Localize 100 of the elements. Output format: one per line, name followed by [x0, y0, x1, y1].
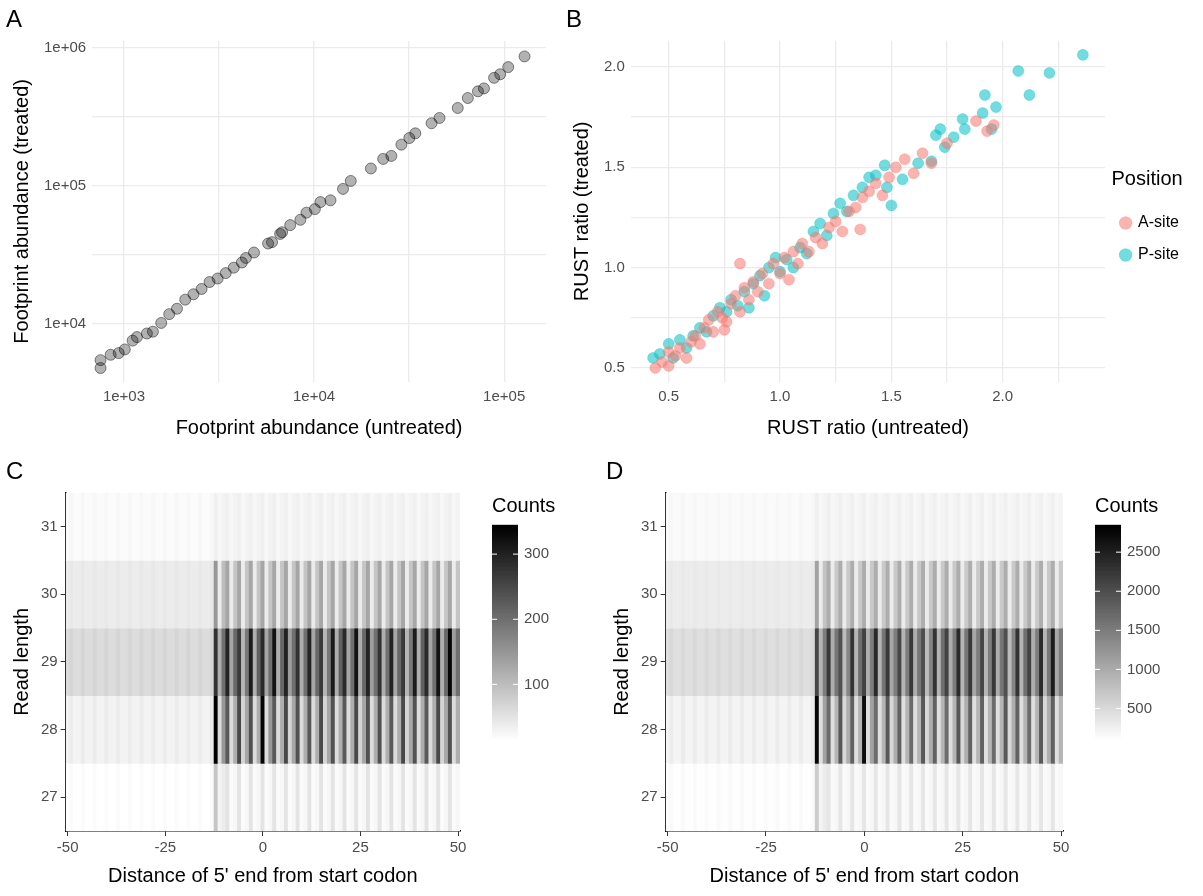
y-tick-label: 1.0	[603, 257, 625, 275]
y-tick-label: 27	[41, 787, 58, 805]
x-axis-title: Distance of 5' end from start codon	[108, 863, 418, 886]
legend-label: A-site	[1138, 213, 1180, 231]
y-tick-label: 2.0	[603, 57, 625, 75]
x-tick-label: -50	[56, 838, 79, 856]
point	[849, 201, 862, 214]
point	[1012, 64, 1025, 77]
point	[916, 147, 929, 160]
point	[834, 197, 847, 210]
point	[791, 257, 804, 270]
y-tick-label: 1.5	[603, 157, 625, 175]
point	[836, 225, 849, 238]
point	[956, 113, 969, 126]
point	[978, 88, 991, 101]
color-bar-label: 300	[524, 544, 550, 562]
point	[854, 223, 867, 236]
point	[976, 107, 989, 120]
point	[829, 215, 842, 228]
y-tick-label: 28	[641, 719, 658, 737]
point	[787, 245, 800, 258]
y-axis-title: Read length	[9, 607, 32, 716]
x-tick-label: 25	[352, 838, 369, 856]
legend-title: Position	[1111, 166, 1183, 189]
color-bar-label: 500	[1127, 698, 1153, 716]
point	[876, 189, 889, 202]
point	[767, 257, 780, 270]
point	[869, 177, 882, 190]
point	[969, 115, 982, 128]
y-tick-label: 30	[641, 584, 658, 602]
color-bar-label: 2000	[1127, 581, 1161, 599]
point	[896, 173, 909, 186]
y-tick-label: 27	[641, 787, 658, 805]
color-bar-label: 1500	[1127, 620, 1161, 638]
color-bar-label: 100	[524, 674, 550, 692]
point	[878, 159, 891, 172]
x-tick-label: 2.0	[992, 387, 1014, 405]
point	[782, 273, 795, 286]
legend-label: P-site	[1138, 245, 1180, 263]
chart-title: D	[606, 457, 624, 485]
y-tick-label: 0.5	[603, 358, 625, 376]
point	[762, 277, 775, 290]
point	[733, 305, 746, 318]
x-tick-label: 1e+04	[292, 387, 336, 405]
point	[1023, 88, 1036, 101]
y-axis-title: Read length	[609, 607, 632, 716]
chart-title: B	[566, 5, 583, 33]
color-bar-label: 200	[524, 609, 550, 627]
x-tick-label: 1e+03	[102, 387, 146, 405]
point	[889, 161, 902, 174]
y-tick-label: 1e+06	[43, 37, 87, 55]
x-tick-label: -25	[755, 838, 777, 856]
y-tick-label: 31	[41, 516, 58, 534]
point	[1043, 66, 1056, 79]
color-bar-label: 1000	[1127, 659, 1161, 677]
y-tick-label: 29	[641, 652, 658, 670]
point	[733, 257, 746, 270]
point	[907, 167, 920, 180]
x-tick-label: -50	[656, 838, 679, 856]
point	[725, 297, 738, 310]
x-tick-label: 1.0	[769, 387, 791, 405]
point	[702, 313, 715, 326]
x-axis-title: Distance of 5' end from start codon	[709, 863, 1020, 886]
x-axis-title: Footprint abundance (untreated)	[175, 415, 463, 438]
x-tick-label: -25	[154, 838, 177, 856]
point	[958, 123, 971, 136]
x-axis-title: RUST ratio (untreated)	[767, 415, 969, 438]
color-bar-label: 2500	[1127, 542, 1161, 560]
point	[934, 123, 947, 136]
point	[990, 101, 1002, 114]
point	[707, 325, 720, 338]
point	[816, 237, 829, 250]
point	[796, 237, 809, 250]
point	[912, 157, 925, 170]
y-axis-title: Footprint abundance (treated)	[9, 79, 32, 344]
x-tick-label: 1.5	[880, 387, 902, 405]
point	[673, 341, 686, 354]
y-tick-label: 28	[41, 719, 58, 737]
point	[718, 323, 731, 336]
point	[742, 293, 755, 306]
x-tick-label: 1e+05	[483, 387, 526, 405]
color-bar-title: Counts	[492, 494, 556, 517]
point	[885, 199, 898, 212]
y-tick-label: 31	[641, 516, 658, 534]
x-tick-label: 0.5	[658, 387, 680, 405]
y-tick-label: 30	[41, 584, 58, 602]
x-tick-label: 25	[954, 838, 972, 856]
point	[680, 351, 693, 364]
point	[883, 171, 896, 184]
color-bar-title: Counts	[1095, 494, 1159, 517]
point	[863, 185, 876, 198]
chart-title: C	[6, 457, 24, 485]
x-tick-label: 50	[449, 838, 467, 856]
point	[941, 137, 954, 150]
x-tick-label: 0	[860, 838, 869, 856]
y-tick-label: 1e+04	[43, 313, 87, 331]
point	[693, 337, 706, 350]
y-axis-title: RUST ratio (treated)	[569, 121, 592, 302]
point	[738, 281, 751, 294]
x-tick-label: 50	[1052, 838, 1070, 856]
